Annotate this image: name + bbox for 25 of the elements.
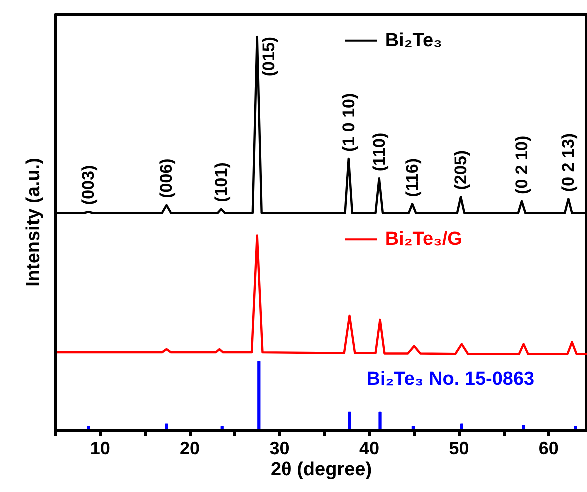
x-tick-label: 60 xyxy=(538,438,559,458)
legend-label: Bi₂Te₃ xyxy=(385,30,442,52)
bar xyxy=(165,424,168,430)
x-tick-label: 20 xyxy=(180,438,200,458)
bar xyxy=(258,361,261,430)
y-axis-title: Intensity (a.u.) xyxy=(24,158,44,287)
annotation: (0 2 10) xyxy=(512,136,532,194)
annotation: (205) xyxy=(452,150,471,190)
annotation: (0 2 13) xyxy=(559,133,578,192)
annotation: (1 0 10) xyxy=(339,93,358,152)
x-tick-label: 10 xyxy=(90,438,110,458)
x-axis-title: 2θ (degree) xyxy=(270,460,372,480)
x-tick-label: 50 xyxy=(449,438,470,458)
legend-label: Bi₂Te₃/G xyxy=(385,229,462,250)
annotation: (116) xyxy=(403,158,422,198)
bar xyxy=(378,412,382,430)
bar xyxy=(348,412,352,430)
annotation: (101) xyxy=(212,162,231,202)
x-tick-label: 30 xyxy=(270,438,290,458)
annotation: (006) xyxy=(157,158,176,198)
series-label: Bi₂Te₃ No. 15-0863 xyxy=(366,369,535,390)
annotation: (015) xyxy=(260,36,279,77)
annotation: (003) xyxy=(79,165,98,206)
x-tick-label: 40 xyxy=(359,438,380,458)
annotation: (110) xyxy=(370,132,389,172)
